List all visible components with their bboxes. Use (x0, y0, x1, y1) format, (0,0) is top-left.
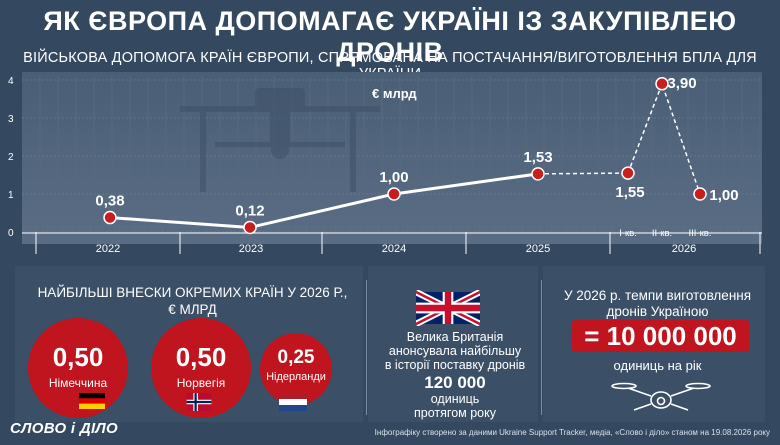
data-label: 3,90 (667, 75, 696, 92)
x-subtick-label: ІІІ-кв. (689, 228, 712, 239)
country-value: 0,50 (175, 342, 227, 372)
uk-flag-icon (416, 290, 480, 326)
data-point (387, 187, 401, 201)
x-tick-label: 2025 (526, 243, 550, 255)
series-line-dashed (537, 172, 629, 175)
country-value: 0,25 (277, 347, 315, 368)
series-line-solid (109, 172, 539, 229)
uk-line1: Велика Британія (406, 330, 504, 344)
y-tick-label: 0 (8, 228, 14, 239)
data-label: 0,12 (235, 202, 264, 219)
data-point (103, 210, 117, 225)
y-tick-label: 4 (8, 76, 14, 87)
chart-plot-area (22, 72, 762, 244)
y-tick-label: 3 (8, 114, 14, 125)
norway-flag-icon (186, 393, 212, 411)
country-name: Норвегія (176, 376, 226, 390)
x-subtick-label: ІІ-кв. (652, 228, 672, 239)
data-label: 1,53 (523, 149, 552, 166)
drone-silhouette (180, 88, 380, 192)
chart-axes: 0 1 2 3 4 2022 2023 2024 2025 2026 І-кв. ІІ-кв. ІІІ-… (8, 76, 762, 255)
uk-line2: анонсувала найбільшу (388, 344, 522, 358)
y-tick-label: 2 (8, 152, 14, 163)
countries-title-line1: НАЙБІЛЬШІ ВНЕСКИ ОКРЕМИХ КРАЇН У 2026 Р.… (37, 285, 348, 300)
y-tick-label: 1 (8, 190, 14, 201)
data-label: 1,55 (615, 184, 644, 201)
production-heading: У 2026 р. темпи виготовлення дронів Укра… (555, 288, 760, 320)
country-value: 0,50 (52, 342, 104, 372)
germany-flag-icon (79, 393, 105, 409)
page-title: ЯК ЄВРОПА ДОПОМАГАЄ УКРАЇНІ ІЗ ЗАКУПІВЛЕ… (43, 6, 737, 67)
section-divider (541, 280, 542, 415)
production-line1: У 2026 р. темпи виготовлення (563, 288, 752, 303)
uk-line5: протягом року (414, 406, 496, 420)
country-name: Німеччина (48, 376, 108, 390)
production-value: = 10 000 000 (584, 321, 737, 351)
country-name: Нідерланди (266, 371, 326, 383)
production-value-box: = 10 000 000 (572, 320, 749, 352)
footer-note: Інфографіку створено за даними Ukraine S… (374, 428, 770, 437)
chart-grid (22, 76, 762, 254)
uk-amount: 120 000 (424, 373, 486, 392)
x-tick-label: 2022 (96, 243, 120, 255)
data-point (655, 77, 669, 91)
countries-title-line2: € МЛРД (168, 302, 217, 317)
uk-line3: в історії поставку дронів (384, 358, 526, 372)
x-tick-label: 2024 (382, 243, 406, 255)
data-point (243, 220, 257, 235)
data-point (621, 166, 635, 180)
x-tick-label: 2023 (239, 243, 263, 255)
section-divider (366, 280, 367, 415)
production-unit: одиниць на рік (613, 358, 702, 373)
uk-line4: одиниць (430, 392, 480, 406)
data-point (531, 167, 545, 181)
data-label: 0,38 (95, 193, 124, 210)
country-circle-germany: 0,50 Німеччина (28, 318, 128, 418)
countries-title: НАЙБІЛЬШІ ВНЕСКИ ОКРЕМИХ КРАЇН У 2026 Р.… (20, 284, 365, 318)
chart-points (103, 77, 707, 235)
brand-logo: СЛОВО і ДІЛО (10, 420, 119, 437)
series-line-quarterly (627, 81, 701, 195)
chart-lines (109, 81, 701, 229)
x-subtick-label: І-кв. (619, 228, 637, 239)
data-label: 1,00 (709, 187, 738, 204)
chart-unit-label: € млрд (372, 86, 417, 101)
production-line2: дронів Україною (606, 304, 709, 319)
drone-icon (611, 382, 711, 411)
data-point (693, 187, 707, 201)
x-tick-label: 2026 (672, 243, 696, 255)
netherlands-flag-icon (279, 393, 307, 411)
chart-data-labels: 0,38 0,12 1,00 1,53 1,55 3,90 1,00 (95, 75, 738, 220)
uk-announcement: Велика Британія анонсувала найбільшу в і… (375, 330, 535, 420)
data-label: 1,00 (379, 169, 408, 186)
line-chart: 0 1 2 3 4 2022 2023 2024 2025 2026 І-кв. ІІ-кв. ІІІ-… (8, 72, 762, 255)
